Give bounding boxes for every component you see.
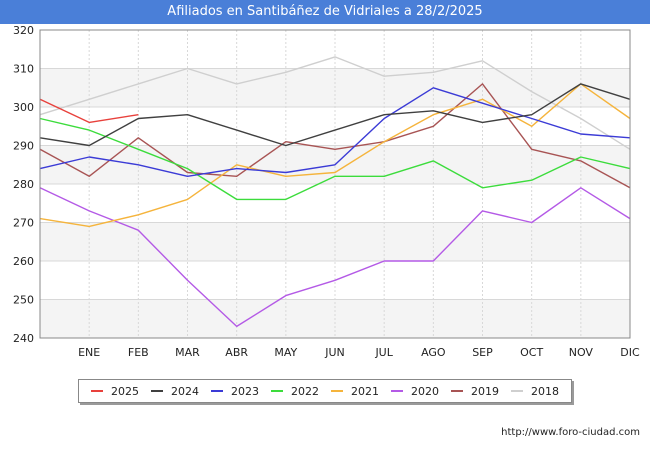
- x-tick-label: FEB: [128, 346, 149, 359]
- series-line-2019: [39, 83, 631, 189]
- legend-label: 2020: [411, 384, 439, 398]
- x-tick-label: ENE: [78, 346, 100, 359]
- legend-label: 2019: [471, 384, 499, 398]
- legend-swatch: [91, 390, 103, 392]
- series-line-2021: [39, 83, 631, 228]
- y-tick-label: 280: [13, 178, 34, 191]
- legend-swatch: [271, 390, 283, 392]
- legend-swatch: [511, 390, 523, 392]
- plot-frame: [39, 29, 631, 339]
- legend-item-2025: 2025: [91, 385, 139, 398]
- series-line-2024: [39, 83, 631, 147]
- x-tick-label: MAY: [274, 346, 297, 359]
- x-tick-label: MAR: [175, 346, 200, 359]
- axes: [39, 29, 631, 339]
- y-tick-label: 290: [13, 140, 34, 153]
- legend-swatch: [331, 390, 343, 392]
- legend-label: 2025: [111, 384, 139, 398]
- footer-url: http://www.foro-ciudad.com: [501, 427, 640, 438]
- legend-label: 2022: [291, 384, 319, 398]
- x-tick-label: JUL: [374, 346, 393, 359]
- legend-item-2023: 2023: [211, 385, 259, 398]
- x-tick-label: DIC: [620, 346, 640, 359]
- x-tick-label: SEP: [472, 346, 493, 359]
- legend-label: 2018: [531, 384, 559, 398]
- series-line-2025: [39, 98, 139, 124]
- legend: 2025 2024 2023 2022 2021 2020 2019 2018: [78, 379, 572, 403]
- legend-label: 2024: [171, 384, 199, 398]
- x-tick-label: ABR: [225, 346, 248, 359]
- legend-label: 2023: [231, 384, 259, 398]
- legend-item-2020: 2020: [391, 385, 439, 398]
- series-line-2018: [39, 56, 631, 150]
- legend-swatch: [211, 390, 223, 392]
- y-tick-label: 270: [13, 217, 34, 230]
- legend-item-2019: 2019: [451, 385, 499, 398]
- legend-swatch: [151, 390, 163, 392]
- x-tick-label: OCT: [520, 346, 543, 359]
- series-line-2023: [39, 87, 631, 178]
- x-tick-label: JUN: [324, 346, 345, 359]
- y-tick-label: 300: [13, 101, 34, 114]
- legend-swatch: [391, 390, 403, 392]
- series-line-2020: [39, 187, 631, 328]
- legend-item-2024: 2024: [151, 385, 199, 398]
- series-lines: [39, 56, 631, 328]
- legend-item-2021: 2021: [331, 385, 379, 398]
- chart-title: Afiliados en Santibáñez de Vidriales a 2…: [0, 0, 650, 24]
- y-tick-label: 320: [13, 24, 34, 37]
- y-tick-label: 260: [13, 255, 34, 268]
- legend-item-2022: 2022: [271, 385, 319, 398]
- tick-labels: 240 250 260 270 280 290 300 310 320 ENE FEB MAR ABR M…: [13, 24, 640, 359]
- legend-label: 2021: [351, 384, 379, 398]
- y-tick-label: 310: [13, 63, 34, 76]
- legend-swatch: [451, 390, 463, 392]
- series-line-2022: [39, 117, 631, 201]
- legend-item-2018: 2018: [511, 385, 559, 398]
- y-tick-label: 240: [13, 332, 34, 345]
- x-tick-label: AGO: [421, 346, 446, 359]
- x-tick-label: NOV: [569, 346, 594, 359]
- y-tick-label: 250: [13, 294, 34, 307]
